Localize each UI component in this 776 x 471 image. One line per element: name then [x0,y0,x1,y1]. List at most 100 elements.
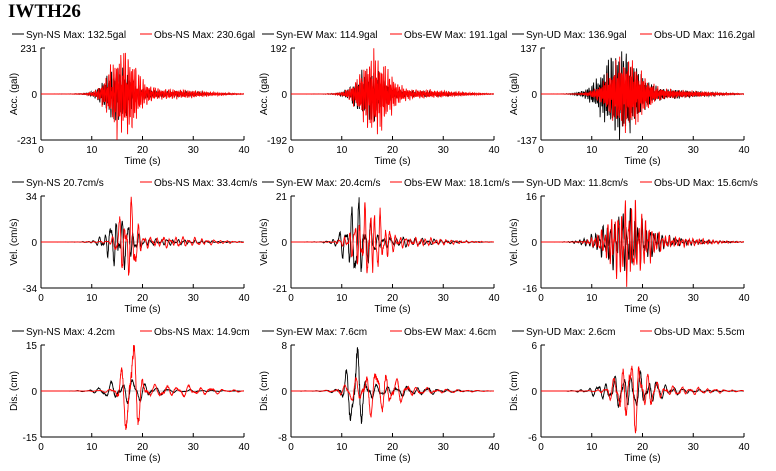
x-tick-label: 40 [238,442,250,453]
y-axis-label: Acc. (gal) [259,73,270,115]
x-tick-label: 10 [86,442,98,453]
series-obs-line [541,365,744,434]
legend: Syn-EW Max: 114.9gal Obs-EW Max: 191.1gal [262,30,507,41]
legend-obs-label: Obs-EW Max: 18.1cm/s [404,178,510,189]
x-tick-label: 30 [688,145,700,156]
x-tick-label: 30 [188,293,200,304]
panel-acc-ew: Syn-EW Max: 114.9gal Obs-EW Max: 191.1gal… [259,30,507,167]
series-syn-line [291,347,494,424]
x-tick-label: 40 [238,293,250,304]
legend-obs-label: Obs-UD Max: 15.6cm/s [654,178,758,189]
y-axis-label: Dis. (cm) [509,371,520,411]
x-tick-label: 40 [488,145,500,156]
series-syn-line [41,220,244,271]
legend-obs-label: Obs-NS Max: 230.6gal [154,30,255,41]
x-tick-label: 10 [586,442,598,453]
x-tick-label: 40 [238,145,250,156]
x-tick-label: 20 [387,145,399,156]
legend: Syn-EW Max: 20.4cm/s Obs-EW Max: 18.1cm/s [262,178,510,189]
panel-vel-ns: Syn-NS 20.7cm/s Obs-NS Max: 33.4cm/s340-3… [9,178,257,315]
y-tick-label: -192 [267,136,287,147]
legend-syn-label: Syn-UD Max: 2.6cm [526,327,615,338]
legend: Syn-NS Max: 132.5gal Obs-NS Max: 230.6gal [12,30,255,41]
y-axis-label: Dis. (cm) [9,371,20,411]
x-tick-label: 20 [637,293,649,304]
x-tick-label: 0 [38,293,44,304]
legend: Syn-NS 20.7cm/s Obs-NS Max: 33.4cm/s [12,178,257,189]
y-tick-label: -6 [528,433,537,444]
x-axis-label: Time (s) [124,304,160,315]
legend-syn-label: Syn-NS Max: 4.2cm [26,327,115,338]
series-obs-line [541,56,744,134]
x-tick-label: 0 [288,145,294,156]
y-axis-label: Acc. (gal) [509,73,520,115]
x-axis-label: Time (s) [124,453,160,464]
x-axis-label: Time (s) [624,156,660,167]
x-tick-label: 0 [38,145,44,156]
y-tick-label: 231 [20,44,37,55]
y-tick-label: 16 [526,192,538,203]
y-tick-label: -21 [273,284,288,295]
legend: Syn-EW Max: 7.6cm Obs-EW Max: 4.6cm [262,327,496,338]
y-axis-label: Acc. (gal) [9,73,20,115]
legend-obs-label: Obs-NS Max: 33.4cm/s [154,178,257,189]
x-tick-label: 20 [137,442,149,453]
y-tick-label: 0 [531,238,537,249]
x-tick-label: 10 [336,442,348,453]
y-tick-label: 0 [31,238,37,249]
y-tick-label: 21 [276,192,288,203]
legend: Syn-UD Max: 136.9gal Obs-UD Max: 116.2gal [512,30,755,41]
x-tick-label: 0 [288,442,294,453]
panel-vel-ew: Syn-EW Max: 20.4cm/s Obs-EW Max: 18.1cm/s… [259,178,510,315]
series-obs-line [291,373,494,418]
legend-syn-label: Syn-EW Max: 114.9gal [276,30,378,41]
x-tick-label: 40 [738,442,750,453]
x-axis-label: Time (s) [374,453,410,464]
y-axis-label: Vel. (cm/s) [259,218,270,265]
x-tick-label: 10 [586,145,598,156]
panel-dis-ns: Syn-NS Max: 4.2cm Obs-NS Max: 14.9cm150-1… [9,327,250,464]
x-tick-label: 30 [438,442,450,453]
x-tick-label: 0 [538,442,544,453]
series-obs-line [541,199,744,287]
x-tick-label: 10 [86,293,98,304]
x-tick-label: 10 [336,145,348,156]
y-tick-label: 137 [520,44,537,55]
y-tick-label: 8 [281,341,287,352]
legend-obs-label: Obs-EW Max: 4.6cm [404,327,496,338]
legend-obs-label: Obs-UD Max: 116.2gal [654,30,755,41]
legend-syn-label: Syn-EW Max: 20.4cm/s [276,178,380,189]
x-tick-label: 40 [738,145,750,156]
y-tick-label: -137 [517,136,537,147]
y-tick-label: -15 [23,433,38,444]
x-tick-label: 20 [137,145,149,156]
x-tick-label: 10 [86,145,98,156]
x-tick-label: 20 [387,442,399,453]
x-tick-label: 40 [488,293,500,304]
x-axis-label: Time (s) [374,304,410,315]
y-axis-label: Vel. (cm/s) [509,218,520,265]
x-tick-label: 0 [538,293,544,304]
x-tick-label: 10 [586,293,598,304]
x-axis-label: Time (s) [124,156,160,167]
series-obs-line [291,48,494,135]
legend: Syn-NS Max: 4.2cm Obs-NS Max: 14.9cm [12,327,250,338]
y-tick-label: 6 [531,341,537,352]
legend-syn-label: Syn-UD Max: 136.9gal [526,30,627,41]
x-tick-label: 20 [137,293,149,304]
legend-syn-label: Syn-NS 20.7cm/s [26,178,104,189]
x-tick-label: 30 [188,442,200,453]
y-tick-label: 0 [531,387,537,398]
x-tick-label: 30 [188,145,200,156]
x-tick-label: 0 [538,145,544,156]
legend-syn-label: Syn-NS Max: 132.5gal [26,30,126,41]
x-tick-label: 30 [438,293,450,304]
y-tick-label: -231 [17,136,37,147]
x-axis-label: Time (s) [624,304,660,315]
y-tick-label: 0 [281,238,287,249]
x-tick-label: 10 [336,293,348,304]
legend: Syn-UD Max: 2.6cm Obs-UD Max: 5.5cm [512,327,745,338]
series-obs-line [291,202,494,274]
y-tick-label: 15 [26,341,38,352]
